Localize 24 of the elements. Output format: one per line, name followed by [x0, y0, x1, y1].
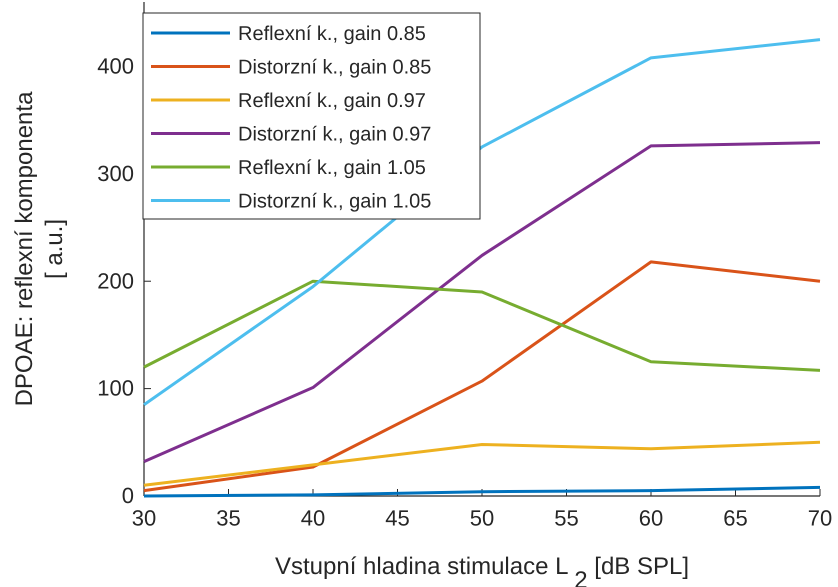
y-tick-label: 300 — [97, 160, 134, 186]
x-tick-label: 55 — [554, 506, 579, 531]
legend-label: Distorzní k., gain 0.85 — [238, 56, 432, 78]
x-tick-label: 60 — [638, 506, 664, 531]
x-tick-label: 40 — [300, 506, 326, 531]
line-series — [142, 260, 822, 492]
line-series — [142, 440, 822, 487]
y-tick-label: 200 — [97, 268, 134, 294]
y-axis-title: DPOAE: reflexní komponenta [ a.u.] — [11, 90, 68, 406]
x-tick-label: 65 — [723, 506, 748, 531]
legend-label: Reflexní k., gain 1.05 — [238, 157, 426, 179]
legend-label: Distorzní k., gain 1.05 — [238, 190, 432, 212]
x-tick-label: 30 — [132, 506, 156, 531]
x-tick-label: 45 — [385, 506, 410, 531]
legend-label: Reflexní k., gain 0.97 — [238, 90, 426, 112]
x-tick-label: 50 — [470, 506, 494, 531]
legend-label: Distorzní k., gain 0.97 — [238, 124, 432, 146]
y-tick-label: 100 — [97, 376, 134, 401]
y-tick-label: 0 — [122, 483, 134, 508]
x-tick-label: 70 — [808, 506, 832, 531]
legend-label: Reflexní k., gain 0.85 — [238, 23, 426, 45]
y-tick-label: 400 — [97, 53, 134, 78]
line-series — [142, 280, 822, 372]
x-tick-label: 35 — [216, 506, 241, 531]
